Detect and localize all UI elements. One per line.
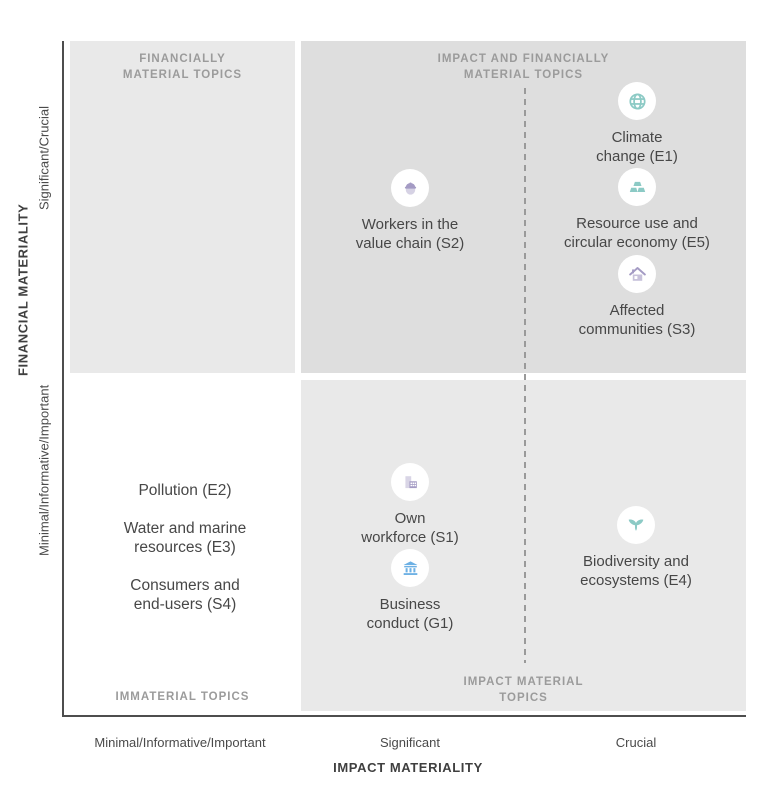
topic-badge <box>391 169 429 207</box>
topic-label: Resource use and circular economy (E5) <box>564 215 710 251</box>
worker-icon <box>404 182 416 195</box>
x-axis-line <box>62 715 746 717</box>
y-axis-line <box>62 41 64 717</box>
topic-badge <box>618 168 656 206</box>
topic-label: Workers in the value chain (S2) <box>355 216 465 252</box>
quadrant-top-left <box>70 41 295 373</box>
x-tick-minimal-informative-important: Minimal/Informative/Important <box>94 735 266 750</box>
topic-label: Own workforce (S1) <box>361 510 459 546</box>
topic-workers-value-chain: Workers in the value chain (S2) <box>305 169 515 254</box>
topic-badge <box>618 255 656 293</box>
x-tick-crucial: Crucial <box>615 735 657 750</box>
x-tick-significant: Significant <box>380 735 440 750</box>
x-axis-title: IMPACT MATERIALITY <box>333 760 483 775</box>
topic-affected-communities: Affected communities (S3) <box>532 255 742 340</box>
topic-badge <box>391 549 429 587</box>
buildings-icon <box>404 475 417 488</box>
topic-pollution: Pollution (E2) <box>90 481 280 500</box>
topic-label: Pollution (E2) <box>138 482 232 499</box>
house-icon <box>628 266 646 281</box>
topic-business-conduct: Business conduct (G1) <box>305 549 515 634</box>
topic-label: Climate change (E1) <box>596 129 678 165</box>
quadrant-top-right <box>301 41 746 373</box>
topic-badge <box>617 506 655 544</box>
quadrant-bottom-right <box>301 380 746 711</box>
topic-resource-use: Resource use and circular economy (E5) <box>532 168 742 253</box>
topic-water-marine: Water and marine resources (E3) <box>90 519 280 558</box>
topic-badge <box>391 463 429 501</box>
whale-tail-icon <box>628 519 644 531</box>
dashed-divider-line <box>524 88 526 663</box>
topic-label: Water and marine resources (E3) <box>123 520 247 557</box>
topic-badge <box>618 82 656 120</box>
globe-icon <box>628 92 646 110</box>
quadrant-label-impact-material: IMPACT MATERIAL TOPICS <box>463 676 584 705</box>
topic-label: Affected communities (S3) <box>578 302 696 338</box>
ingots-icon <box>629 181 645 192</box>
topic-own-workforce: Own workforce (S1) <box>305 463 515 548</box>
topic-climate-change: Climate change (E1) <box>532 82 742 167</box>
quadrant-label-immaterial: IMMATERIAL TOPICS <box>115 691 250 703</box>
topic-label: Business conduct (G1) <box>366 596 454 632</box>
topic-label: Consumers and end-users (S4) <box>130 577 240 614</box>
bank-icon <box>403 560 417 575</box>
quadrant-label-financially-material: FINANCIALLY MATERIAL TOPICS <box>122 53 243 82</box>
topic-consumers-end-users: Consumers and end-users (S4) <box>90 576 280 615</box>
quadrant-label-impact-and-financially-material: IMPACT AND FINANCIALLY MATERIAL TOPICS <box>437 53 610 82</box>
topic-biodiversity: Biodiversity and ecosystems (E4) <box>531 506 741 591</box>
topic-label: Biodiversity and ecosystems (E4) <box>580 553 692 589</box>
